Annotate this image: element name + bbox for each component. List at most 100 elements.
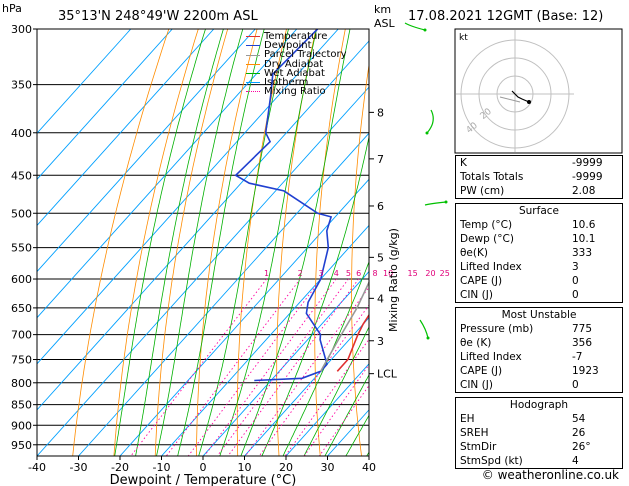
info-row: PW (cm) 2.08 xyxy=(460,184,618,198)
temperature-line xyxy=(336,313,369,372)
mixing-ratio-line xyxy=(245,286,369,456)
info-row: CIN (J) 0 xyxy=(460,288,618,302)
info-value: 0 xyxy=(572,289,579,301)
legend-label: Parcel Trajectory xyxy=(264,49,347,61)
mixing-ratio-line xyxy=(130,278,267,456)
isotherm-line xyxy=(37,29,339,365)
altitude-tick-label: 8 xyxy=(377,106,384,119)
altitude-tick-label: LCL xyxy=(377,368,398,381)
info-row: StmSpd (kt) 4 xyxy=(460,454,618,468)
dry-adiabat-line xyxy=(196,29,258,456)
isotherm-line xyxy=(37,29,215,227)
info-row: Temp (°C) 10.6 xyxy=(460,218,618,232)
info-value: 0 xyxy=(572,379,579,391)
surface-title: Surface xyxy=(518,205,559,217)
legend-item: Mixing Ratio xyxy=(246,87,347,97)
mixing-ratio-line xyxy=(216,278,349,456)
dry-adiabat-line xyxy=(422,29,444,456)
legend-item: Temperature xyxy=(246,31,347,42)
legend-label: Isotherm xyxy=(264,77,309,89)
info-row: Pressure (mb) 775 xyxy=(460,322,618,336)
mixing-ratio-label: 5 xyxy=(346,269,351,278)
info-value: 775 xyxy=(572,323,593,335)
info-value: -9999 xyxy=(572,171,603,183)
legend-label: Dewpoint xyxy=(264,40,312,52)
wet-adiabat-line xyxy=(156,29,244,456)
info-label: EH xyxy=(460,413,475,425)
pressure-tick-label: 400 xyxy=(11,127,32,140)
info-value: 2.08 xyxy=(572,185,596,197)
mixing-ratio-label: 4 xyxy=(334,269,339,278)
altitude-tick-label: 3 xyxy=(377,335,384,348)
pressure-tick-label: 350 xyxy=(11,79,32,92)
mixing-ratio-label: 25 xyxy=(440,269,450,278)
parcel-trajectory-line xyxy=(319,280,369,372)
hodograph-kt-label: kt xyxy=(459,33,468,43)
isotherm-line xyxy=(37,29,256,273)
legend-label: Dry Adiabat xyxy=(264,58,324,70)
hodograph-title: Hodograph xyxy=(509,399,569,411)
dry-adiabat-line xyxy=(351,62,369,456)
mixing-ratio-line xyxy=(204,278,337,456)
hpa-label: hPa xyxy=(2,2,22,15)
pressure-tick-label: 450 xyxy=(11,169,32,182)
info-value: 0 xyxy=(572,275,579,287)
legend-swatch xyxy=(246,91,260,93)
info-row: Dewp (°C) 10.1 xyxy=(460,232,618,246)
pressure-tick-label: 500 xyxy=(11,207,32,220)
wind-barb-dot xyxy=(425,131,429,135)
info-row: CAPE (J) 1923 xyxy=(460,364,618,378)
temperature-tick-label: 10 xyxy=(238,461,252,474)
mixing-ratio-label: 8 xyxy=(372,269,377,278)
temperature-tick-label: -40 xyxy=(28,461,46,474)
info-value: -7 xyxy=(572,351,583,363)
info-value: 333 xyxy=(572,247,593,259)
pressure-tick-label: 700 xyxy=(11,329,32,342)
legend-item: Dry Adiabat xyxy=(246,58,347,70)
info-label: CIN (J) xyxy=(460,379,493,391)
legend-item: Isotherm xyxy=(246,77,347,89)
info-value: 1923 xyxy=(572,365,599,377)
legend-swatch xyxy=(246,82,260,84)
info-label: Temp (°C) xyxy=(460,219,513,231)
legend: Temperature Dewpoint Parcel Trajectory Dry … xyxy=(246,31,347,97)
info-row: EH 54 xyxy=(460,412,618,426)
info-label: Lifted Index xyxy=(460,351,522,363)
dry-adiabat-line xyxy=(154,29,229,456)
wet-adiabat-line xyxy=(261,135,369,456)
info-row: CAPE (J) 0 xyxy=(460,274,618,288)
legend-swatch xyxy=(246,72,260,74)
hodograph-trace xyxy=(511,90,530,103)
wet-adiabat-line xyxy=(324,373,369,456)
info-row: K -9999 xyxy=(460,156,618,170)
dry-adiabat-line xyxy=(276,29,317,456)
pressure-tick-label: 900 xyxy=(11,419,32,432)
hodograph-box: Hodograph EH 54 SREH 26 StmDir 26° StmSpd (kt)… xyxy=(455,397,623,469)
info-label: Dewp (°C) xyxy=(460,233,514,245)
isotherm-line xyxy=(161,224,369,456)
legend-label: Wet Adiabat xyxy=(264,67,325,79)
mixing-ratio-label: 1 xyxy=(264,269,269,278)
most-unstable-box: Most Unstable Pressure (mb) 775 θe (K) 356 L… xyxy=(455,307,623,393)
temperature-tick-label: 40 xyxy=(362,461,376,474)
wind-barb-dot xyxy=(423,28,427,32)
info-row: Lifted Index -7 xyxy=(460,350,618,364)
indices-box: K -9999 Totals Totals -9999 PW (cm) 2.08 xyxy=(455,155,623,199)
wind-barb xyxy=(424,201,447,206)
legend-label: Temperature xyxy=(264,31,328,42)
info-value: 26 xyxy=(572,427,586,439)
legend-item: Parcel Trajectory xyxy=(246,49,347,61)
dry-adiabat-line xyxy=(113,29,199,456)
mixing-ratio-label: 10 xyxy=(383,269,393,278)
info-label: Pressure (mb) xyxy=(460,323,534,335)
mixing-ratio-line xyxy=(165,278,301,456)
pressure-tick-label: 550 xyxy=(11,242,32,255)
info-value: 26° xyxy=(572,441,591,453)
location-title: 35°13'N 248°49'W 2200m ASL xyxy=(58,9,258,24)
info-label: Totals Totals xyxy=(460,171,524,183)
info-value: 356 xyxy=(572,337,593,349)
info-label: K xyxy=(460,157,467,169)
wet-adiabat-line xyxy=(198,29,289,456)
info-label: CAPE (J) xyxy=(460,365,503,377)
info-label: θe(K) xyxy=(460,247,488,259)
